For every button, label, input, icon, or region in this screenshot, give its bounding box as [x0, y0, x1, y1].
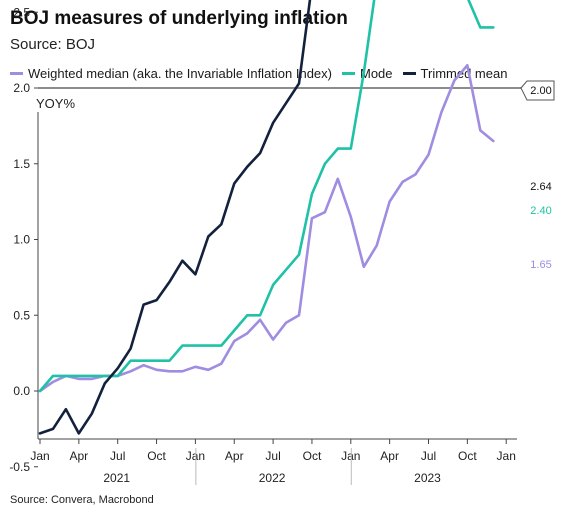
legend-item-mode: Mode [342, 66, 393, 81]
y-tick-label: 2.5 [13, 5, 30, 19]
reference-label-box [520, 80, 555, 101]
y-tick-label: -0.5 [9, 460, 30, 474]
year-label: 2021 [103, 471, 130, 485]
chart-subtitle: Source: BOJ [10, 36, 96, 53]
legend-item-trimmed-mean: Trimmed mean [402, 66, 508, 81]
source-note: Source: Convera, Macrobond [10, 494, 154, 506]
end-label-weighted-median: 1.65 [530, 259, 551, 271]
y-axis-label: YOY% [36, 96, 75, 111]
year-label: 2023 [414, 471, 441, 485]
series-line-weighted-median [38, 64, 495, 393]
x-tick-label: Apr [380, 449, 399, 463]
y-tick-label: 0.5 [13, 308, 30, 322]
chart-title: BOJ measures of underlying inflation [10, 8, 348, 29]
legend: Weighted median (aka. the Invariable Inf… [10, 66, 517, 81]
legend-label-trimmed-mean: Trimmed mean [420, 66, 508, 81]
reference-label: 2.00 [530, 85, 551, 97]
end-label-mode: 2.40 [530, 205, 551, 217]
series-line-trimmed-mean [38, 0, 312, 435]
x-tick-label: Jul [421, 449, 436, 463]
legend-label-weighted-median: Weighted median (aka. the Invariable Inf… [28, 66, 332, 81]
year-label: 2022 [259, 471, 286, 485]
end-label-trimmed-mean: 2.64 [530, 181, 551, 193]
legend-swatch-trimmed-mean [402, 72, 416, 75]
axes: -0.50.00.51.01.52.02.53.03.5JanAprJulOct… [9, 5, 517, 485]
y-tick-label: 1.5 [13, 157, 30, 171]
reference-line-group: 2.00 [38, 80, 555, 101]
legend-item-weighted-median: Weighted median (aka. the Invariable Inf… [10, 66, 332, 81]
y-tick-label: 2.0 [13, 81, 30, 95]
x-tick-label: Jul [110, 449, 125, 463]
x-tick-label: Jan [30, 449, 49, 463]
x-tick-label: Oct [147, 449, 166, 463]
legend-label-mode: Mode [360, 66, 393, 81]
series-lines [38, 0, 495, 435]
x-tick-label: Jan [497, 449, 516, 463]
x-tick-label: Oct [303, 449, 322, 463]
legend-swatch-weighted-median [10, 72, 23, 75]
x-tick-label: Jul [265, 449, 280, 463]
legend-swatch-mode [342, 72, 355, 75]
x-tick-label: Oct [458, 449, 477, 463]
x-tick-label: Apr [225, 449, 244, 463]
y-tick-label: 0.0 [13, 384, 30, 398]
end-labels: 1.65 2.40 2.64 [530, 181, 551, 271]
x-tick-label: Apr [70, 449, 89, 463]
series-line-mode [38, 0, 495, 393]
y-tick-label: 1.0 [13, 233, 30, 247]
